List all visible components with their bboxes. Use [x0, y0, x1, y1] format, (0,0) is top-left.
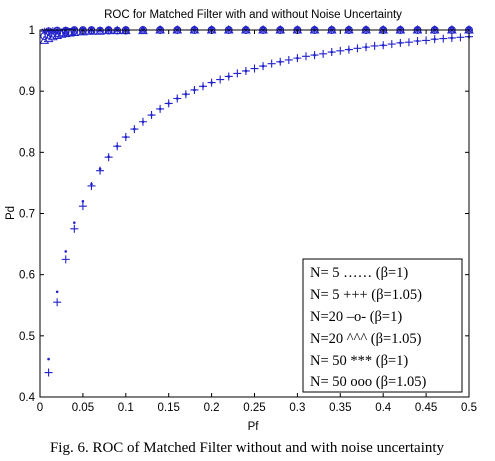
point-plus — [456, 33, 465, 42]
point-plus — [447, 33, 456, 42]
point-plus — [199, 82, 208, 91]
x-axis-ticks: 0 0.05 0.1 0.15 0.2 0.25 0.3 0.35 0.4 0.45 0.5 — [37, 30, 477, 414]
point-dot — [47, 357, 50, 361]
point-plus — [181, 90, 190, 99]
point-plus — [70, 224, 79, 233]
legend-entry-3: N=20 –o- (β=1) — [310, 309, 402, 325]
y-axis-ticks: 0.4 0.5 0.6 0.7 0.8 0.9 1 — [19, 25, 469, 404]
point-plus — [362, 43, 371, 52]
point-plus — [87, 181, 96, 190]
point-plus — [164, 99, 173, 108]
point-plus — [413, 37, 422, 46]
x-tick-label: 0.45 — [415, 402, 437, 414]
point-plus — [233, 69, 242, 78]
chart-title: ROC for Matched Filter with and without … — [104, 9, 402, 21]
point-circle — [61, 26, 70, 35]
point-plus — [276, 57, 285, 66]
x-tick-label: 0.5 — [461, 402, 477, 414]
point-plus — [156, 104, 165, 113]
point-plus — [224, 72, 233, 81]
point-plus — [344, 45, 353, 54]
point-plus — [319, 49, 328, 58]
y-tick-label: 0.4 — [19, 392, 36, 404]
point-plus — [96, 166, 105, 175]
y-axis-label: Pd — [5, 206, 17, 220]
legend: N= 5 …… (β=1) N= 5 +++ (β=1.05) N=20 –o-… — [302, 258, 463, 393]
point-dot — [64, 250, 68, 253]
y-tick-label: 0.7 — [19, 209, 35, 221]
x-tick-label: 0.25 — [243, 402, 265, 414]
legend-entry-6: N= 50 ooo (β=1.05) — [310, 374, 427, 390]
point-plus — [430, 35, 439, 44]
point-circle — [53, 26, 62, 35]
legend-entry-2: N= 5 +++ (β=1.05) — [310, 287, 422, 303]
x-tick-label: 0.1 — [118, 402, 134, 414]
x-tick-label: 0.4 — [375, 402, 392, 414]
point-plus — [439, 34, 448, 43]
y-tick-label: 0.5 — [19, 331, 35, 343]
point-plus — [379, 41, 388, 50]
point-plus — [293, 54, 302, 63]
point-plus — [121, 133, 130, 142]
x-tick-label: 0 — [37, 402, 43, 414]
point-plus — [78, 202, 87, 211]
legend-entry-1: N= 5 …… (β=1) — [310, 265, 408, 281]
point-plus — [336, 46, 345, 55]
point-plus — [130, 125, 139, 134]
point-plus — [241, 66, 250, 75]
point-plus — [216, 75, 225, 84]
point-triangle — [39, 35, 50, 44]
point-plus — [147, 111, 156, 120]
point-plus — [327, 48, 336, 57]
legend-entry-4: N=20 ^^^ (β=1.05) — [310, 331, 422, 347]
y-tick-label: 1 — [29, 25, 35, 37]
point-star — [45, 27, 53, 35]
point-plus — [370, 41, 379, 50]
y-tick-label: 0.9 — [19, 86, 35, 98]
point-star — [40, 27, 48, 35]
point-plus — [113, 142, 122, 151]
point-plus — [404, 38, 413, 47]
point-plus — [44, 368, 53, 377]
y-tick-label: 0.6 — [19, 270, 35, 282]
y-tick-label: 0.8 — [19, 147, 35, 159]
point-plus — [387, 40, 396, 49]
point-plus — [138, 117, 147, 126]
point-plus — [353, 44, 362, 53]
point-plus — [250, 64, 259, 73]
legend-box — [302, 258, 463, 393]
point-triangle — [86, 26, 97, 35]
point-plus — [104, 153, 113, 162]
point-plus — [396, 38, 405, 47]
x-tick-label: 0.35 — [329, 402, 351, 414]
point-plus — [267, 59, 276, 68]
point-star — [49, 27, 57, 35]
point-plus — [61, 255, 70, 264]
x-tick-label: 0.3 — [289, 402, 305, 414]
point-dot — [81, 199, 85, 203]
point-dot — [55, 290, 59, 294]
x-tick-label: 0.15 — [158, 402, 180, 414]
point-plus — [190, 85, 199, 94]
x-tick-label: 0.2 — [204, 402, 220, 414]
point-plus — [310, 51, 319, 60]
x-tick-label: 0.05 — [72, 402, 94, 414]
series-2 — [44, 32, 473, 377]
legend-entry-5: N= 50 *** (β=1) — [310, 353, 408, 369]
x-axis-label: Pf — [248, 421, 260, 433]
point-triangle — [95, 26, 105, 35]
point-plus — [422, 36, 431, 45]
point-plus — [284, 55, 293, 64]
point-plus — [53, 298, 62, 307]
point-plus — [207, 78, 216, 87]
point-dot — [73, 221, 76, 224]
point-plus — [259, 62, 268, 71]
point-plus — [173, 94, 182, 103]
point-triangle — [43, 33, 54, 43]
figure-caption: Fig. 6. ROC of Matched Filter without an… — [50, 440, 445, 456]
point-plus — [301, 52, 310, 61]
point-circle — [44, 27, 53, 36]
